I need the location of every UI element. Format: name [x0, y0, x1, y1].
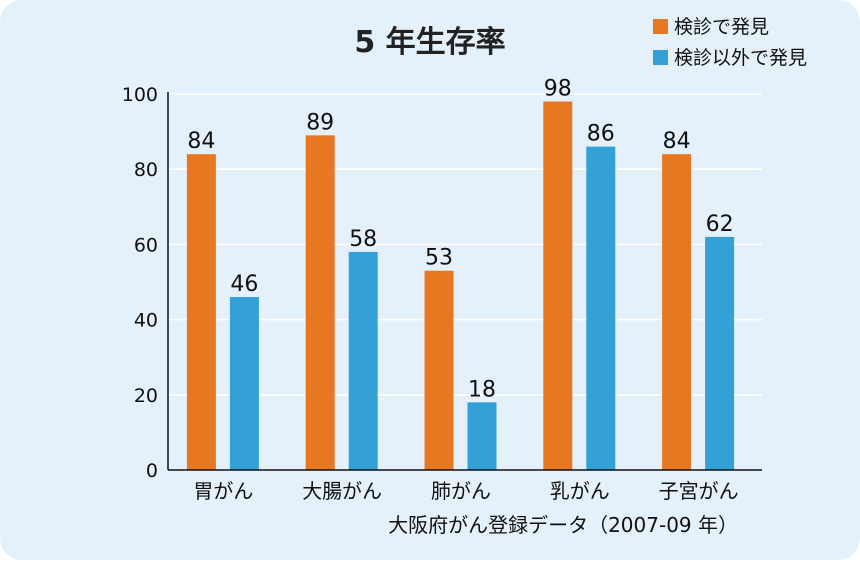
data-labels: 84 46 89 58 53 18 98 86 84 62 [187, 77, 733, 403]
x-category-label: 胃がん [193, 479, 253, 503]
x-axis-categories: 胃がん 大腸がん 肺がん 乳がん 子宮がん [193, 479, 738, 503]
y-tick-label: 60 [134, 234, 158, 256]
chart-title: 5 年生存率 [354, 25, 505, 60]
bar-screening [424, 270, 454, 470]
y-tick-label: 100 [122, 84, 158, 106]
legend-label-0: 検診で発見 [674, 16, 769, 38]
legend-swatch-0 [653, 19, 668, 34]
data-label: 86 [587, 122, 615, 147]
y-tick-label: 80 [134, 159, 158, 181]
bar-screening [543, 101, 573, 471]
x-category-label: 子宮がん [659, 479, 739, 503]
y-tick-label: 20 [134, 385, 158, 407]
bar-screening [305, 135, 335, 471]
data-label: 84 [187, 129, 215, 154]
bar-screening [186, 154, 216, 470]
legend-label-1: 検診以外で発見 [674, 47, 807, 69]
data-label: 53 [425, 246, 453, 271]
data-label: 89 [306, 110, 334, 135]
bar-non-screening [229, 297, 259, 470]
bar-non-screening [705, 236, 735, 470]
bar-non-screening [586, 146, 616, 470]
y-tick-label: 0 [146, 460, 158, 482]
x-category-label: 乳がん [550, 479, 610, 503]
legend: 検診で発見 検診以外で発見 [653, 16, 807, 69]
y-tick-label: 40 [134, 310, 158, 332]
data-label: 84 [663, 129, 691, 154]
bar-non-screening [348, 251, 378, 470]
data-label: 58 [349, 227, 377, 252]
y-axis: 0 20 40 60 80 100 [122, 84, 158, 482]
data-label: 98 [544, 77, 572, 102]
data-label: 46 [230, 272, 258, 297]
x-category-label: 肺がん [431, 479, 491, 503]
source-note: 大阪府がん登録データ（2007-09 年） [388, 513, 738, 537]
bars [186, 101, 735, 471]
x-category-label: 大腸がん [302, 479, 382, 503]
data-label: 62 [706, 212, 734, 237]
legend-swatch-1 [653, 50, 668, 65]
bar-screening [662, 154, 692, 470]
bar-non-screening [467, 402, 497, 470]
data-label: 18 [468, 377, 496, 402]
